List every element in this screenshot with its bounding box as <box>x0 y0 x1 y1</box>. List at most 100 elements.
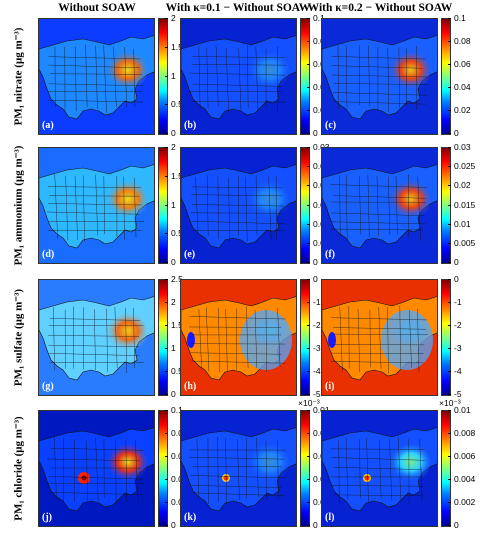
colorbar-tick-mark <box>165 133 168 134</box>
colorbar-tick-mark <box>307 371 310 372</box>
colorbar-tick-mark <box>307 433 310 434</box>
colorbar-tick-label: 0.03 <box>454 142 471 152</box>
colorbar-tick-mark <box>307 279 310 280</box>
colorbar-tick-mark <box>448 394 451 395</box>
colorbar-2-1 <box>158 147 168 264</box>
colorbar-tick-label: 0.025 <box>454 161 476 172</box>
colorbar-tick-mark <box>165 525 168 526</box>
colorbar-tick-mark <box>165 502 168 503</box>
colorbar-tick-label: 2 <box>171 142 176 152</box>
colorbar-tick-label: 0 <box>171 257 176 267</box>
colorbar-tick-label: 0.01 <box>454 218 471 229</box>
colorbar-tick-mark <box>448 64 451 65</box>
colorbar-tick-mark <box>307 479 310 480</box>
map-panel-b: (b) <box>180 18 297 135</box>
colorbar-tick-mark <box>448 133 451 134</box>
map-panel-h: (h) <box>180 279 297 396</box>
row-label-1: PM₁ nitrate (μg m⁻³) <box>12 27 25 125</box>
colorbar-tick-mark <box>448 302 451 303</box>
colorbar-tick-label: 0 <box>171 128 176 138</box>
colorbar-tick-mark <box>307 41 310 42</box>
colorbar-4-3 <box>441 410 451 527</box>
colorbar-tick-mark <box>165 348 168 349</box>
colorbar-tick-mark <box>448 348 451 349</box>
colorbar-tick-mark <box>448 41 451 42</box>
colorbar-tick-mark <box>307 302 310 303</box>
colorbar-tick-mark <box>165 410 168 411</box>
colorbar-tick-label: 0.5 <box>171 228 183 239</box>
colorbar-tick-mark <box>307 204 310 206</box>
colorbar-tick-label: 1.5 <box>171 170 183 181</box>
colorbar-tick-mark <box>165 233 168 235</box>
colorbar-tick-mark <box>448 502 451 503</box>
colorbar-tick-label: 0 <box>171 520 176 530</box>
colorbar-tick-mark <box>307 147 310 148</box>
column-title-1: Without SOAW <box>58 2 136 14</box>
colorbar-tick-label: 0.002 <box>454 497 476 507</box>
colorbar-4-1 <box>158 410 168 527</box>
panel-letter-a: (a) <box>42 120 54 131</box>
column-title-3: With κ=0.2 − Without SOAW <box>307 2 453 14</box>
colorbar-tick-mark <box>307 185 310 187</box>
colorbar-tick-mark <box>448 410 451 411</box>
map-panel-g: (g) <box>38 279 155 396</box>
colorbar-2-2 <box>300 147 310 264</box>
colorbar-tick-label: 0.02 <box>454 180 471 191</box>
colorbar-tick-label: -1 <box>313 297 321 307</box>
panel-letter-f: (f) <box>325 249 335 260</box>
colorbar-tick-label: 1.5 <box>171 41 183 52</box>
colorbar-tick-label: 0.1 <box>313 13 325 23</box>
colorbar-tick-label: 0.1 <box>454 13 466 23</box>
colorbar-tick-mark <box>448 87 451 88</box>
colorbar-tick-label: 0.006 <box>454 451 476 461</box>
panel-letter-k: (k) <box>184 512 197 523</box>
panel-letter-i: (i) <box>325 381 335 392</box>
colorbar-tick-mark <box>165 147 168 148</box>
colorbar-tick-label: 0.02 <box>454 105 471 115</box>
colorbar-tick-mark <box>165 104 168 106</box>
row-label-4: PM₁ chloride (μg m⁻³) <box>12 415 25 521</box>
colorbar-tick-mark <box>307 348 310 349</box>
colorbar-4-2 <box>300 410 310 527</box>
colorbar-tick-label: -4 <box>454 366 462 376</box>
colorbar-tick-mark <box>165 46 168 48</box>
map-panel-k: (k) <box>180 410 297 527</box>
colorbar-tick-mark <box>165 371 168 372</box>
colorbar-tick-mark <box>165 204 168 206</box>
colorbar-1-1 <box>158 18 168 135</box>
colorbar-tick-label: 0 <box>313 520 318 530</box>
colorbar-tick-mark <box>165 302 168 303</box>
colorbar-tick-mark <box>307 456 310 457</box>
colorbar-tick-label: 2.5 <box>171 274 183 284</box>
colorbar-tick-mark <box>448 204 451 206</box>
colorbar-tick-label: -2 <box>454 320 462 330</box>
colorbar-tick-label: 0 <box>313 274 318 284</box>
colorbar-tick-label: -5 <box>313 389 321 399</box>
colorbar-3-3 <box>441 279 451 396</box>
colorbar-tick-mark <box>307 64 310 65</box>
row-label-3: PM₁ sulfate (μg m⁻³) <box>12 288 25 386</box>
map-panel-d: (d) <box>38 147 155 264</box>
colorbar-tick-label: 0 <box>313 257 318 267</box>
colorbar-tick-label: 0 <box>454 128 459 138</box>
panel-letter-c: (c) <box>325 120 337 131</box>
colorbar-2-3 <box>441 147 451 264</box>
colorbar-tick-mark <box>165 262 168 263</box>
colorbar-tick-label: 0.02 <box>171 497 188 507</box>
colorbar-tick-mark <box>448 18 451 19</box>
colorbar-tick-mark <box>448 525 451 526</box>
colorbar-tick-label: 0.04 <box>454 82 471 92</box>
colorbar-tick-label: 0.5 <box>171 366 183 376</box>
colorbar-tick-mark <box>448 479 451 480</box>
colorbar-tick-mark <box>448 185 451 187</box>
colorbar-tick-label: 1 <box>171 70 176 81</box>
colorbar-tick-mark <box>165 75 168 77</box>
colorbar-tick-mark <box>307 262 310 263</box>
colorbar-tick-label: 0 <box>313 128 318 138</box>
colorbar-tick-label: 0.06 <box>454 59 471 69</box>
colorbar-tick-label: 2 <box>171 13 176 23</box>
map-panel-c: (c) <box>321 18 438 135</box>
map-panel-i: (i) <box>321 279 438 396</box>
colorbar-3-1 <box>158 279 168 396</box>
map-panel-f: (f) <box>321 147 438 264</box>
